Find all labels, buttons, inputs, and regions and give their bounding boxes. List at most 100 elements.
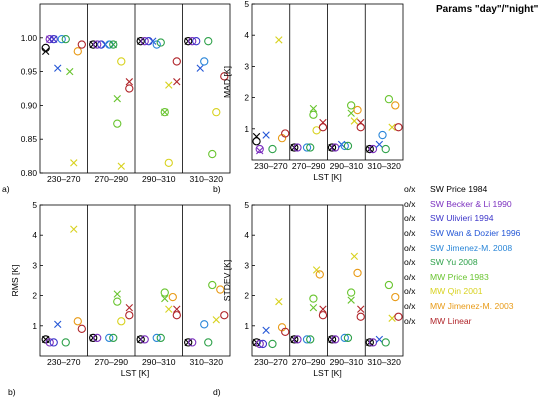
point-night bbox=[275, 297, 283, 306]
point-day bbox=[347, 288, 356, 297]
legend-marker: o/x bbox=[404, 257, 416, 268]
x-tick-label: 310–320 bbox=[367, 357, 401, 367]
legend-label: SW Becker & Li 1990 bbox=[430, 198, 512, 209]
point-day bbox=[89, 333, 98, 343]
y-tick-label: 2 bbox=[244, 291, 249, 301]
legend-title: Params "day"/"night" bbox=[436, 4, 539, 15]
point-night bbox=[319, 305, 327, 313]
point-night bbox=[113, 290, 121, 298]
point-day bbox=[384, 280, 394, 290]
point-day bbox=[281, 327, 290, 336]
legend-marker: o/x bbox=[404, 315, 416, 326]
point-night bbox=[42, 335, 50, 344]
legend-label: SW Yu 2008 bbox=[430, 257, 478, 268]
point-night bbox=[212, 316, 220, 324]
point-day bbox=[365, 338, 374, 347]
legend-label: SW Wan & Dozier 1996 bbox=[430, 228, 521, 239]
point-day bbox=[188, 338, 197, 347]
legend-label: MW Qin 2001 bbox=[430, 286, 483, 297]
x-tick-label: 310–320 bbox=[367, 161, 401, 171]
legend-label: MW Price 1983 bbox=[430, 271, 489, 282]
legend-item: o/x SW Price 1984 bbox=[404, 182, 550, 197]
y-tick-label: 3 bbox=[244, 61, 249, 71]
point-day bbox=[293, 335, 302, 344]
point-night bbox=[309, 104, 318, 113]
point-day bbox=[318, 311, 328, 320]
point-night bbox=[66, 67, 74, 76]
point-day bbox=[105, 333, 114, 343]
point-day bbox=[347, 101, 356, 110]
point-day bbox=[184, 37, 193, 46]
point-day bbox=[117, 317, 126, 326]
point-day bbox=[140, 37, 149, 46]
point-night bbox=[50, 35, 58, 43]
panel-label: b) bbox=[8, 387, 16, 397]
legend-item: o/x MW Linear bbox=[404, 313, 550, 328]
legend-item: o/x SW Ulivieri 1994 bbox=[404, 211, 550, 226]
point-day bbox=[394, 312, 403, 321]
point-night bbox=[165, 305, 173, 313]
point-day bbox=[61, 338, 70, 347]
point-day bbox=[381, 144, 390, 154]
point-day bbox=[136, 37, 145, 46]
point-night bbox=[196, 64, 204, 72]
point-day bbox=[93, 333, 102, 343]
x-axis-label: LST [K] bbox=[313, 172, 342, 182]
point-day bbox=[41, 43, 50, 53]
point-day bbox=[368, 144, 378, 154]
x-axis-label: LST [K] bbox=[121, 368, 150, 378]
point-night bbox=[319, 118, 327, 127]
point-day bbox=[394, 123, 403, 132]
point-day bbox=[327, 143, 337, 152]
point-day bbox=[208, 280, 217, 290]
point-day bbox=[290, 335, 299, 344]
point-day bbox=[353, 105, 362, 115]
point-night bbox=[70, 225, 78, 233]
point-day bbox=[125, 84, 134, 93]
point-day bbox=[156, 38, 165, 47]
y-tick-label: 2 bbox=[32, 291, 37, 301]
point-day bbox=[160, 108, 169, 117]
point-night bbox=[54, 320, 62, 328]
y-tick-label: 1.00 bbox=[21, 33, 38, 43]
point-day bbox=[220, 72, 229, 81]
point-day bbox=[73, 47, 82, 56]
legend-item: o/x MW Qin 2001 bbox=[404, 284, 550, 299]
point-day bbox=[188, 37, 197, 46]
point-night bbox=[375, 140, 384, 149]
point-day bbox=[255, 144, 264, 154]
legend-item: o/x SW Becker & Li 1990 bbox=[404, 197, 550, 212]
point-night bbox=[252, 132, 261, 141]
y-tick-label: 4 bbox=[244, 230, 249, 240]
y-tick-label: 3 bbox=[32, 260, 37, 270]
point-night bbox=[161, 294, 169, 303]
point-day bbox=[306, 335, 315, 344]
point-night bbox=[309, 303, 318, 312]
point-day bbox=[168, 292, 177, 302]
point-night bbox=[109, 40, 117, 49]
point-day bbox=[356, 123, 365, 132]
legend-marker: o/x bbox=[404, 271, 416, 282]
point-day bbox=[381, 338, 390, 347]
point-night bbox=[262, 326, 270, 335]
y-tick-label: 0.90 bbox=[21, 100, 38, 110]
legend-label: SW Ulivieri 1994 bbox=[430, 213, 494, 224]
point-night bbox=[173, 78, 181, 86]
y-tick-label: 5 bbox=[32, 200, 37, 210]
point-day bbox=[309, 294, 318, 303]
y-tick-label: 1 bbox=[244, 321, 249, 331]
legend-marker: o/x bbox=[404, 213, 416, 224]
y-tick-label: 2 bbox=[244, 93, 249, 103]
panel-3: 1 2 3 4 5 230–270 270–290 290–310 310–320 LST [K]… bbox=[8, 200, 231, 397]
point-day bbox=[343, 141, 353, 151]
x-axis-label: LST [K] bbox=[313, 368, 342, 378]
legend-item: o/x MW Jimenez-M. 2003 bbox=[404, 299, 550, 314]
point-day bbox=[302, 143, 312, 152]
point-day bbox=[160, 288, 169, 297]
point-day bbox=[315, 270, 324, 279]
point-day bbox=[152, 40, 161, 49]
y-axis-label: MAD [K] bbox=[222, 66, 232, 98]
point-day bbox=[208, 149, 217, 159]
y-tick-label: 3 bbox=[244, 260, 249, 270]
panel-label: a) bbox=[2, 184, 10, 194]
